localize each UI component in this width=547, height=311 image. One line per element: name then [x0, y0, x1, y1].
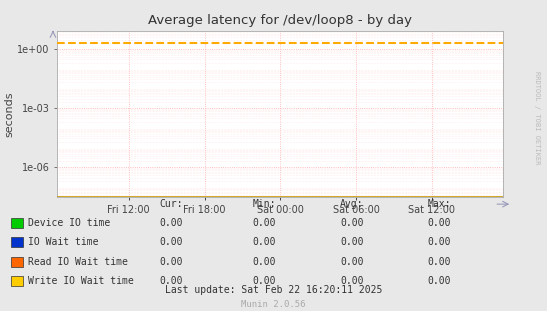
Text: IO Wait time: IO Wait time: [28, 237, 99, 247]
Text: 0.00: 0.00: [160, 237, 183, 247]
Text: Read IO Wait time: Read IO Wait time: [28, 257, 129, 267]
Text: 0.00: 0.00: [428, 257, 451, 267]
Text: 0.00: 0.00: [340, 218, 364, 228]
Text: 0.00: 0.00: [253, 276, 276, 286]
Text: Avg:: Avg:: [340, 199, 364, 209]
Title: Average latency for /dev/loop8 - by day: Average latency for /dev/loop8 - by day: [148, 14, 412, 27]
Text: 0.00: 0.00: [253, 218, 276, 228]
Text: Max:: Max:: [428, 199, 451, 209]
Text: 0.00: 0.00: [340, 237, 364, 247]
Text: 0.00: 0.00: [428, 218, 451, 228]
Text: 0.00: 0.00: [253, 257, 276, 267]
Text: 0.00: 0.00: [428, 276, 451, 286]
Text: Munin 2.0.56: Munin 2.0.56: [241, 300, 306, 309]
Text: RRDTOOL / TOBI OETIKER: RRDTOOL / TOBI OETIKER: [534, 72, 540, 165]
Text: 0.00: 0.00: [428, 237, 451, 247]
Text: 0.00: 0.00: [340, 257, 364, 267]
Text: Last update: Sat Feb 22 16:20:11 2025: Last update: Sat Feb 22 16:20:11 2025: [165, 285, 382, 295]
Text: Write IO Wait time: Write IO Wait time: [28, 276, 134, 286]
Text: Min:: Min:: [253, 199, 276, 209]
Text: 0.00: 0.00: [253, 237, 276, 247]
Y-axis label: seconds: seconds: [4, 91, 15, 137]
Text: Device IO time: Device IO time: [28, 218, 110, 228]
Text: 0.00: 0.00: [160, 257, 183, 267]
Text: 0.00: 0.00: [160, 276, 183, 286]
Text: 0.00: 0.00: [160, 218, 183, 228]
Text: Cur:: Cur:: [160, 199, 183, 209]
Text: 0.00: 0.00: [340, 276, 364, 286]
